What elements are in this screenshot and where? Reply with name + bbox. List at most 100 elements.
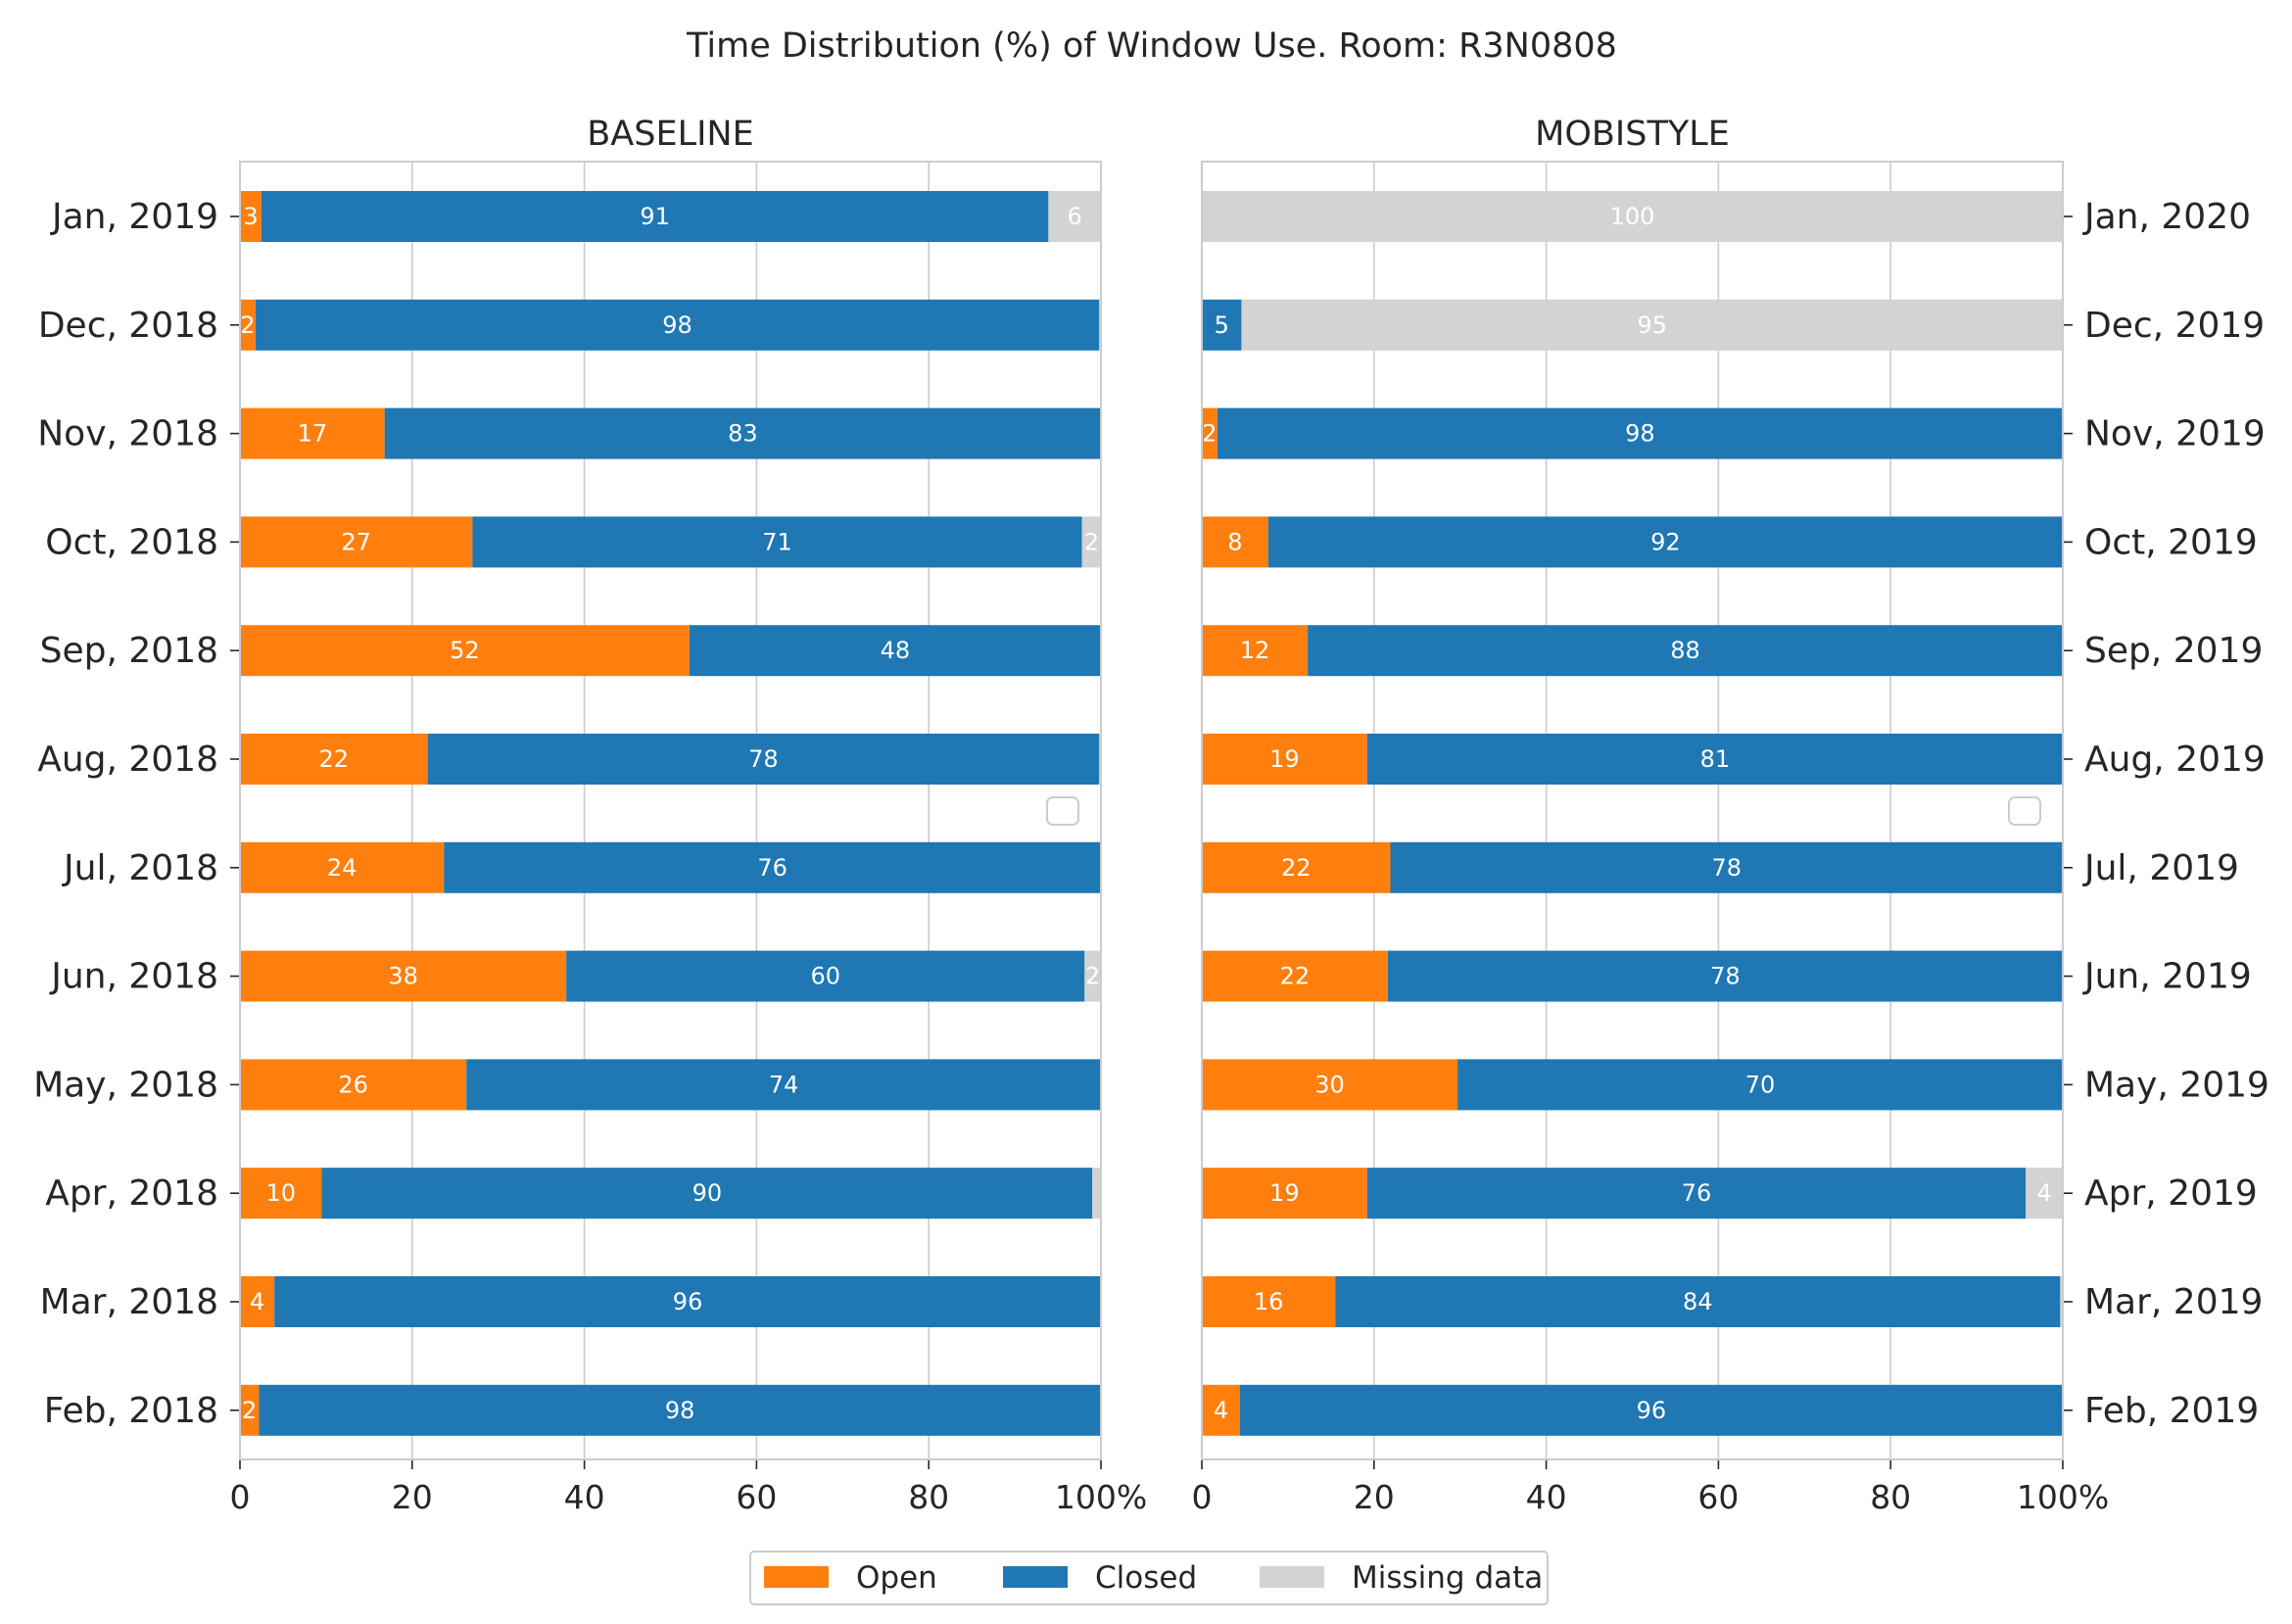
bar-value-label: 6: [1068, 203, 1082, 230]
bar-open: [240, 950, 567, 1002]
bar-value-label: 19: [1269, 745, 1300, 773]
bar-value-label: 78: [1710, 963, 1741, 990]
bar-open: [240, 516, 473, 568]
y-tick-label: Aug, 2019: [2084, 740, 2266, 780]
y-tick-label: Feb, 2018: [44, 1391, 218, 1431]
bar-value-label: 26: [338, 1071, 368, 1098]
legend-label: Open: [856, 1560, 937, 1596]
bar-open: [240, 1059, 467, 1111]
y-tick-label: Oct, 2018: [45, 522, 218, 562]
bar-value-label: 8: [1227, 528, 1242, 555]
bar-value-label: 74: [769, 1071, 799, 1098]
x-tick-label: 100%: [1055, 1478, 1147, 1516]
bar-value-label: 78: [748, 745, 779, 773]
bar-open: [1202, 841, 1391, 893]
bar-value-label: 16: [1254, 1288, 1284, 1315]
x-tick-label: 0: [230, 1478, 251, 1516]
bar-closed: [466, 1059, 1101, 1111]
y-tick-label: Feb, 2019: [2084, 1391, 2259, 1431]
y-tick-label: May, 2018: [33, 1065, 218, 1105]
plot-frame: [1201, 161, 2064, 1460]
bar-open: [1202, 407, 1218, 459]
bar-value-label: 22: [319, 745, 350, 773]
bar-closed: [1390, 841, 2063, 893]
bar-value-label: 2: [1202, 420, 1217, 448]
bar-closed: [1239, 1384, 2063, 1436]
subplot-mobistyle: MOBISTYLE 0 20 40 60 80 100% 100 Jan, 2020 5 95 Dec…: [1192, 115, 2269, 1516]
bar-open: [1202, 1276, 1336, 1327]
y-tick-label: May, 2019: [2084, 1065, 2269, 1105]
y-tick-label: Nov, 2018: [37, 414, 218, 454]
bar-missing-data: [1081, 516, 1101, 568]
bar-value-label: 84: [1683, 1288, 1713, 1315]
bar-value-label: 2: [1085, 963, 1100, 990]
y-tick-label: Dec, 2019: [2084, 306, 2265, 346]
bar-value-label: 4: [250, 1288, 264, 1315]
empty-legend-box: [1046, 796, 1079, 826]
y-tick-label: Sep, 2019: [2084, 631, 2263, 671]
y-tick-label: Oct, 2019: [2084, 522, 2258, 562]
legend-swatch-missing-data: [1260, 1566, 1324, 1588]
x-tick-label: 0: [1192, 1478, 1213, 1516]
bar-missing-data: [2026, 1168, 2063, 1219]
bar-open: [1202, 1059, 1458, 1111]
bar-missing-data: [1241, 299, 2063, 351]
bar-missing-data: [1048, 191, 1101, 242]
bar-open: [1202, 734, 1367, 785]
bar-value-label: 22: [1280, 963, 1311, 990]
bar-closed: [427, 734, 1100, 785]
y-tick-label: Jul, 2018: [62, 848, 218, 888]
bar-open: [240, 734, 428, 785]
bar-value-label: 78: [1711, 854, 1742, 882]
bar-value-label: 83: [728, 420, 758, 448]
bar-closed: [1457, 1059, 2063, 1111]
bar-closed: [259, 1384, 1101, 1436]
bar-closed: [321, 1168, 1093, 1219]
bar-value-label: 38: [388, 963, 418, 990]
bar-value-label: 10: [265, 1179, 296, 1207]
bar-closed: [1366, 734, 2063, 785]
bar-closed: [274, 1276, 1101, 1327]
legend-label: Closed: [1095, 1560, 1197, 1596]
bar-value-label: 92: [1650, 528, 1681, 555]
bar-open: [240, 1384, 260, 1436]
y-tick-label: Aug, 2018: [37, 740, 218, 780]
bar-value-label: 12: [1240, 637, 1270, 664]
bar-closed: [1217, 407, 2063, 459]
bar-value-label: 2: [240, 311, 255, 339]
legend-label: Missing data: [1352, 1560, 1543, 1596]
bar-value-label: 76: [1682, 1179, 1712, 1207]
bar-value-label: 2: [1084, 528, 1099, 555]
bar-missing-data: [1084, 950, 1101, 1002]
y-tick-label: Jun, 2018: [49, 957, 218, 997]
subplot-title: BASELINE: [587, 115, 753, 154]
bar-value-label: 22: [1281, 854, 1312, 882]
bar-value-label: 96: [673, 1288, 703, 1315]
bar-value-label: 90: [692, 1179, 723, 1207]
bar-open: [1202, 625, 1309, 677]
bar-missing-data: [1202, 191, 2063, 242]
x-tick-label: 60: [736, 1478, 777, 1516]
bar-closed: [1335, 1276, 2061, 1327]
bar-value-label: 96: [1637, 1397, 1667, 1424]
bar-value-label: 88: [1670, 637, 1700, 664]
bar-value-label: 70: [1745, 1071, 1776, 1098]
bar-closed: [261, 191, 1049, 242]
bar-value-label: 100: [1610, 203, 1655, 230]
bar-value-label: 71: [762, 528, 792, 555]
bar-value-label: 91: [640, 203, 670, 230]
bar-closed: [255, 299, 1100, 351]
bar-value-label: 81: [1700, 745, 1731, 773]
x-tick-label: 20: [392, 1478, 433, 1516]
bar-closed: [472, 516, 1082, 568]
bar-open: [240, 1276, 275, 1327]
subplot-title: MOBISTYLE: [1535, 115, 1730, 154]
bar-closed: [384, 407, 1101, 459]
x-tick-label: 40: [1526, 1478, 1567, 1516]
empty-legend-box: [2008, 796, 2041, 826]
x-tick-label: 40: [564, 1478, 605, 1516]
bar-closed: [1202, 299, 1242, 351]
bar-open: [240, 299, 256, 351]
figure-title: Time Distribution (%) of Window Use. Roo…: [686, 26, 1617, 66]
